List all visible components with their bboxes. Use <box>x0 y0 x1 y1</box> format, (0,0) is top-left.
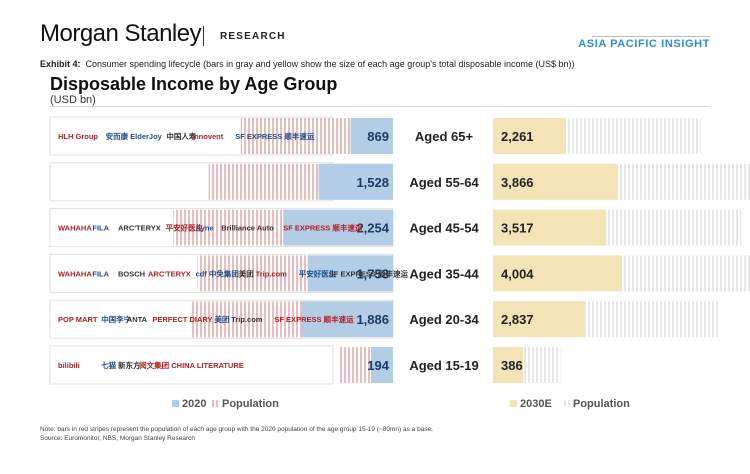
exhibit-label: Exhibit 4: <box>40 59 81 69</box>
legend-swatch-2020 <box>172 400 179 407</box>
category-label: Aged 45-54 <box>409 221 479 236</box>
brand-logo-2-3: 平安好医生 <box>166 223 204 233</box>
value-label-2020: 1,886 <box>356 312 389 327</box>
brand-logo-3-4: cdf 中免集团 <box>196 268 240 278</box>
value-label-2030: 4,004 <box>501 266 534 281</box>
value-label-2030: 2,261 <box>501 129 534 144</box>
brand-logo-3-0: WAHAHA <box>58 269 92 278</box>
value-label-2020: 1,528 <box>356 175 389 190</box>
brand-logo-0-2: 中国人寿 <box>166 131 196 141</box>
brand-logo-4-1: 中国李宁 <box>101 314 131 324</box>
legend-label-2030: 2030E <box>520 398 552 410</box>
value-label-2030: 3,866 <box>501 175 534 190</box>
title-rule <box>50 106 710 107</box>
bar-2030 <box>493 118 566 154</box>
brand-logo-0-4: SF EXPRESS 顺丰速运 <box>235 131 315 141</box>
exhibit-text: Consumer spending lifecycle (bars in gra… <box>85 59 575 69</box>
brand-logo-3-5: 美团 <box>239 268 254 278</box>
row-frame <box>49 345 334 385</box>
brand-logo-5-1: 七猫 <box>101 360 116 370</box>
exhibit-caption: Exhibit 4: Consumer spending lifecycle (… <box>40 59 575 69</box>
legend-label-population-left: Population <box>222 398 279 410</box>
brand-logo-4-6: SF EXPRESS 顺丰速运 <box>274 314 354 324</box>
category-label: Aged 15-19 <box>409 358 478 373</box>
bar-2030 <box>493 255 622 292</box>
brand-divider <box>203 26 204 46</box>
badge-rule <box>592 36 710 37</box>
category-label: Aged 65+ <box>415 129 474 144</box>
bar-2030 <box>493 209 607 246</box>
value-label-2020: 194 <box>367 358 389 373</box>
bar-2020 <box>307 255 393 292</box>
legend-swatch-2030 <box>510 400 517 407</box>
category-label: Aged 55-64 <box>409 175 479 190</box>
brand-logo-4-5: Trip.com <box>231 315 263 324</box>
bar-2020 <box>371 347 393 383</box>
section-label: RESEARCH <box>220 31 286 42</box>
brand-logo-0-3: Innovent <box>192 132 224 141</box>
brand-logo-5-3: 阅文集团 CHINA LITERATURE <box>139 360 244 370</box>
brand-logo-0-0: HLH Group <box>58 132 98 141</box>
brand-logo-3-7: 平安好医生 <box>299 268 337 278</box>
brand-logo-5-2: 新东方 <box>118 360 141 370</box>
bar-2020 <box>283 209 393 246</box>
bar-2030 <box>493 301 585 338</box>
legend-label-population-right: Population <box>573 398 630 410</box>
brand-logo-2-6: SF EXPRESS 顺丰速运 <box>283 223 363 233</box>
brand-logo-2-2: ARC'TERYX <box>118 224 161 233</box>
brand-logo-0-1: 安而康 ElderJoy <box>106 131 163 141</box>
brand-logo-2-1: FILA <box>92 224 109 233</box>
brand-logo-4-3: PERFECT DIARY <box>152 315 212 324</box>
bar-2020 <box>350 118 393 154</box>
brand-logo-2-4: Ayne <box>196 224 214 233</box>
value-label-2020: 869 <box>367 129 389 144</box>
brand-logo-3-8: SF EXPRESS 顺丰速运 <box>329 268 409 278</box>
brand-logo-3-3: ARC'TERYX <box>148 269 191 278</box>
series-badge: ASIA PACIFIC INSIGHT <box>578 38 710 50</box>
brand-logo-3-1: FILA <box>92 269 109 278</box>
bar-2020 <box>318 163 393 200</box>
brand-logo-2-0: WAHAHA <box>58 224 92 233</box>
footnote: Note: bars in red stripes represent the … <box>40 426 433 433</box>
bar-2030 <box>493 163 618 200</box>
brand-logo-4-0: POP MART <box>58 315 98 324</box>
brand-logo-3-2: BOSCH <box>118 269 145 278</box>
category-label: Aged 20-34 <box>409 312 479 327</box>
value-label-2030: 386 <box>501 358 523 373</box>
brand-logo-2-5: Brilliance Auto <box>221 224 274 233</box>
value-label-2030: 3,517 <box>501 221 534 236</box>
chart-title: Disposable Income by Age Group <box>50 74 338 94</box>
bar-2020 <box>301 301 393 338</box>
bar-2030 <box>493 347 523 383</box>
legend-label-2020: 2020 <box>182 398 206 410</box>
category-label: Aged 35-44 <box>409 266 479 281</box>
brand-logo-3-6: Trip.com <box>256 269 288 278</box>
legend-swatch-population-left <box>212 400 219 407</box>
brand-logo-4-2: ANTA <box>127 315 148 324</box>
source-note: Source: Euromonitor, NBS, Morgan Stanley… <box>40 435 195 442</box>
legend-swatch-population-right <box>563 400 570 407</box>
brand-logo-4-4: 美团 <box>214 314 229 324</box>
value-label-2020: 2,254 <box>356 221 389 236</box>
brand-logo: Morgan Stanley <box>40 20 202 47</box>
chart-unit: (USD bn) <box>50 94 96 106</box>
value-label-2020: 1,753 <box>356 266 389 281</box>
value-label-2030: 2,837 <box>501 312 534 327</box>
brand-logo-5-0: bilibili <box>58 361 80 370</box>
